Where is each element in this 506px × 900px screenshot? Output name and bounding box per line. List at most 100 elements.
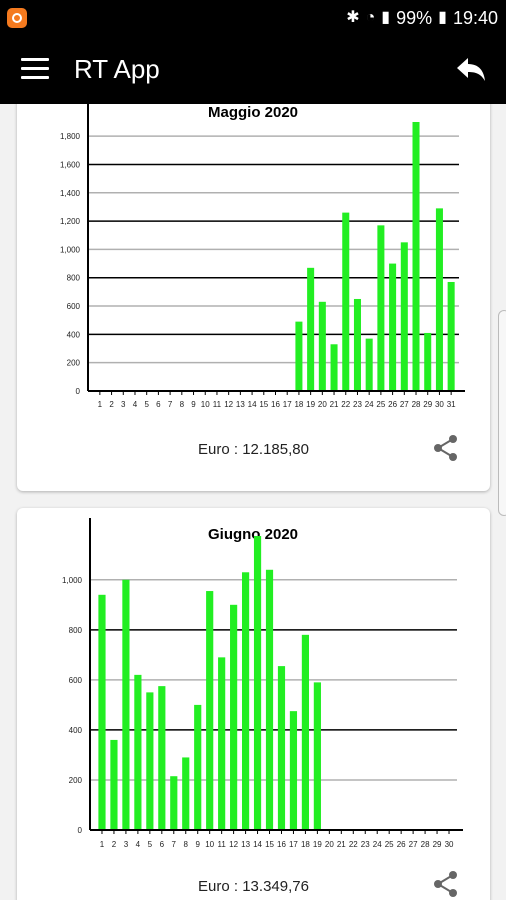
bar [412, 122, 420, 391]
bar [194, 704, 202, 830]
x-tick-label: 8 [184, 840, 189, 849]
bar [182, 757, 190, 830]
x-tick-label: 12 [229, 840, 238, 849]
x-tick-label: 4 [136, 840, 141, 849]
bar [218, 657, 226, 830]
x-tick-label: 27 [400, 400, 409, 409]
x-tick-label: 6 [160, 840, 165, 849]
bar [447, 281, 455, 391]
bar [277, 666, 286, 830]
x-tick-label: 26 [397, 840, 406, 849]
x-tick-label: 11 [213, 400, 222, 409]
x-tick-label: 9 [191, 400, 196, 409]
status-bar: ✱ ◔ ▮ 99% ▮ 19:40 [0, 0, 506, 36]
bar [435, 208, 443, 391]
x-tick-label: 30 [445, 840, 454, 849]
clock: 19:40 [452, 7, 498, 28]
bluetooth-icon: ✱ [346, 9, 360, 26]
bar [170, 776, 178, 830]
side-panel-handle[interactable] [498, 310, 506, 516]
y-tick-label: 800 [69, 626, 83, 635]
x-tick-label: 2 [112, 840, 117, 849]
x-tick-label: 5 [144, 400, 149, 409]
reply-back-icon[interactable] [454, 52, 488, 86]
bar [330, 344, 338, 391]
y-tick-label: 800 [67, 274, 81, 283]
battery-icon: ▮ [438, 9, 447, 26]
app-bar: RT App [0, 36, 506, 104]
hamburger-menu-icon[interactable] [21, 58, 49, 80]
chart-list[interactable]: Maggio 2020 0 200 400 600 800 1,000 1,200 1,400 1… [0, 104, 506, 900]
x-tick-label: 22 [349, 840, 358, 849]
x-tick-label: 25 [385, 840, 394, 849]
share-icon[interactable] [432, 434, 460, 462]
y-tick-label: 1,600 [60, 160, 81, 169]
y-tick-label: 0 [76, 387, 81, 396]
total-amount: Euro : 12.185,80 [198, 441, 309, 458]
y-tick-label: 1,800 [60, 132, 81, 141]
y-tick-label: 400 [69, 726, 83, 735]
bar [265, 569, 274, 830]
y-tick-label: 600 [69, 676, 83, 685]
x-tick-label: 30 [435, 400, 444, 409]
x-tick-label: 3 [121, 400, 126, 409]
x-tick-label: 18 [294, 400, 303, 409]
x-tick-label: 10 [201, 400, 210, 409]
app-notification-icon [7, 8, 27, 28]
x-tick-label: 16 [277, 840, 286, 849]
x-tick-label: 15 [265, 840, 274, 849]
chart-title: Maggio 2020 [208, 104, 298, 121]
bar [318, 301, 326, 391]
bar [377, 225, 385, 391]
x-tick-label: 24 [373, 840, 382, 849]
bar [289, 711, 298, 830]
bar [230, 604, 238, 830]
y-tick-label: 0 [78, 826, 83, 835]
x-tick-label: 19 [306, 400, 315, 409]
x-tick-label: 29 [433, 840, 442, 849]
bar [295, 321, 303, 391]
battery-percent: 99% [396, 7, 433, 28]
x-tick-label: 20 [318, 400, 327, 409]
chart-title: Giugno 2020 [208, 526, 298, 543]
x-tick-label: 23 [353, 400, 362, 409]
x-tick-label: 27 [409, 840, 418, 849]
chart-card-may: Maggio 2020 0 200 400 600 800 1,000 1,200 1,400 1… [17, 104, 490, 491]
x-tick-label: 18 [301, 840, 310, 849]
bar [122, 579, 130, 830]
x-tick-label: 11 [217, 840, 226, 849]
x-tick-label: 7 [172, 840, 177, 849]
x-tick-label: 22 [341, 400, 350, 409]
x-tick-label: 1 [100, 840, 105, 849]
x-tick-label: 21 [330, 400, 339, 409]
bar [206, 591, 214, 830]
bar [158, 686, 166, 830]
x-tick-label: 2 [109, 400, 114, 409]
x-tick-label: 19 [313, 840, 322, 849]
bar [389, 263, 397, 391]
x-tick-label: 23 [361, 840, 370, 849]
x-tick-label: 17 [289, 840, 298, 849]
x-tick-label: 14 [248, 400, 257, 409]
signal-icon: ▮ [381, 9, 391, 26]
x-tick-label: 9 [195, 840, 200, 849]
bar [400, 242, 408, 391]
share-icon[interactable] [432, 870, 460, 898]
bar [424, 332, 432, 391]
bar [98, 594, 106, 830]
wifi-icon: ◔ [365, 9, 376, 26]
x-tick-label: 5 [148, 840, 153, 849]
x-tick-label: 1 [98, 400, 103, 409]
bar [313, 682, 321, 830]
bar [241, 572, 250, 830]
y-tick-label: 1,000 [62, 576, 83, 585]
x-tick-label: 31 [447, 400, 456, 409]
bar [146, 692, 154, 830]
x-tick-label: 16 [271, 400, 280, 409]
x-tick-label: 14 [253, 840, 262, 849]
bar [307, 267, 315, 391]
y-tick-label: 600 [67, 302, 81, 311]
chart-card-june: Giugno 2020 0 200 400 600 800 1,000 1 2 3 4 5 6 7 8 9 10… [17, 508, 490, 900]
x-tick-label: 26 [388, 400, 397, 409]
